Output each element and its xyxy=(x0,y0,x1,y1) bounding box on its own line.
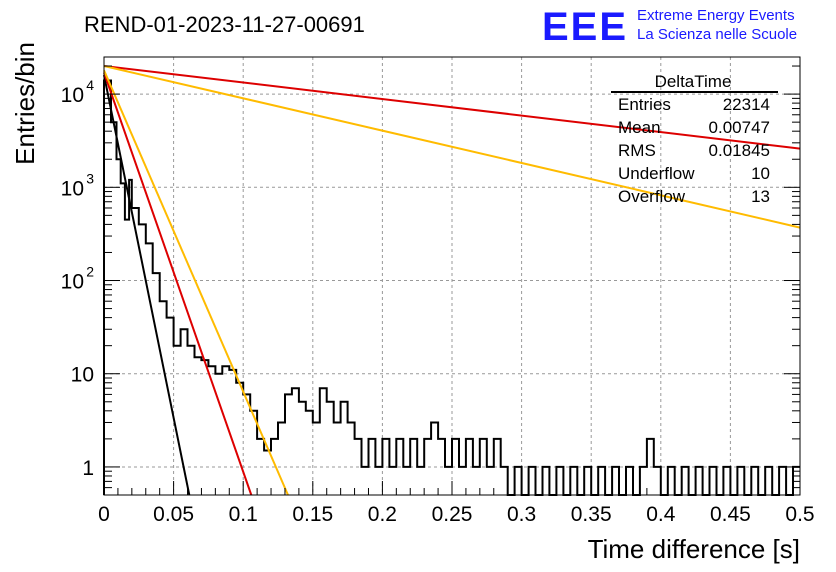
y-tick-exponent: 4 xyxy=(86,77,94,93)
y-tick-base: 1 xyxy=(82,457,94,480)
y-tick-base: 10 xyxy=(61,271,84,294)
fit-lines xyxy=(103,65,801,496)
y-tick-exponent: 3 xyxy=(86,170,94,186)
fit-line xyxy=(103,72,253,496)
x-tick-label: 0.5 xyxy=(785,503,814,526)
x-tick-label: 0.25 xyxy=(432,503,473,526)
stats-row-label: Underflow xyxy=(618,164,695,183)
x-tick-label: 0.3 xyxy=(507,503,536,526)
logo-letters: EEE xyxy=(542,5,628,49)
x-tick-label: 0.1 xyxy=(229,503,258,526)
x-tick-label: 0 xyxy=(98,503,110,526)
x-tick-label: 0.05 xyxy=(153,503,194,526)
stats-row-label: RMS xyxy=(618,141,656,160)
stats-row-value: 13 xyxy=(751,187,770,206)
y-tick-base: 10 xyxy=(61,177,84,200)
grid-lines xyxy=(104,57,800,495)
logo-line-2: La Scienza nelle Scuole xyxy=(637,26,797,43)
stats-row-value: 0.01845 xyxy=(709,141,770,160)
stats-box: DeltaTime Entries 22314 Mean 0.00747 RMS 0.01… xyxy=(611,72,778,206)
eee-logo: EEE Extreme Energy Events La Scienza nel… xyxy=(542,5,797,49)
x-axis-label: Time difference [s] xyxy=(588,534,800,564)
y-tick-label: 10 2 xyxy=(61,264,95,294)
stats-row-value: 0.00747 xyxy=(709,118,770,137)
y-tick-exponent: 2 xyxy=(86,264,94,280)
stats-row-value: 10 xyxy=(751,164,770,183)
y-tick-label: 10 xyxy=(71,364,94,387)
stats-title: DeltaTime xyxy=(655,72,732,91)
stats-row-label: Entries xyxy=(618,95,671,114)
fit-line xyxy=(103,69,289,496)
chart-title: REND-01-2023-11-27-00691 xyxy=(84,12,365,37)
x-tick-label: 0.45 xyxy=(710,503,751,526)
y-tick-label: 10 4 xyxy=(61,77,95,107)
fit-line xyxy=(103,74,191,496)
x-tick-label: 0.4 xyxy=(646,503,676,526)
y-tick-label: 10 3 xyxy=(61,170,95,200)
y-axis-label: Entries/bin xyxy=(10,42,40,165)
fit-line xyxy=(103,65,801,229)
y-tick-label: 1 xyxy=(82,457,94,480)
stats-row-label: Mean xyxy=(618,118,661,137)
logo-line-1: Extreme Energy Events xyxy=(637,7,795,24)
x-axis: 0 0.05 0.1 0.15 0.2 0.25 0.3 0.35 0.4 0.45 0.5 xyxy=(98,481,815,526)
fit-line xyxy=(103,65,801,150)
stats-row-label: Overflow xyxy=(618,187,686,206)
y-tick-base: 10 xyxy=(71,364,94,387)
y-tick-base: 10 xyxy=(61,84,84,107)
stats-row-value: 22314 xyxy=(723,95,770,114)
x-tick-label: 0.35 xyxy=(571,503,612,526)
x-tick-label: 0.2 xyxy=(368,503,397,526)
x-tick-label: 0.15 xyxy=(292,503,333,526)
